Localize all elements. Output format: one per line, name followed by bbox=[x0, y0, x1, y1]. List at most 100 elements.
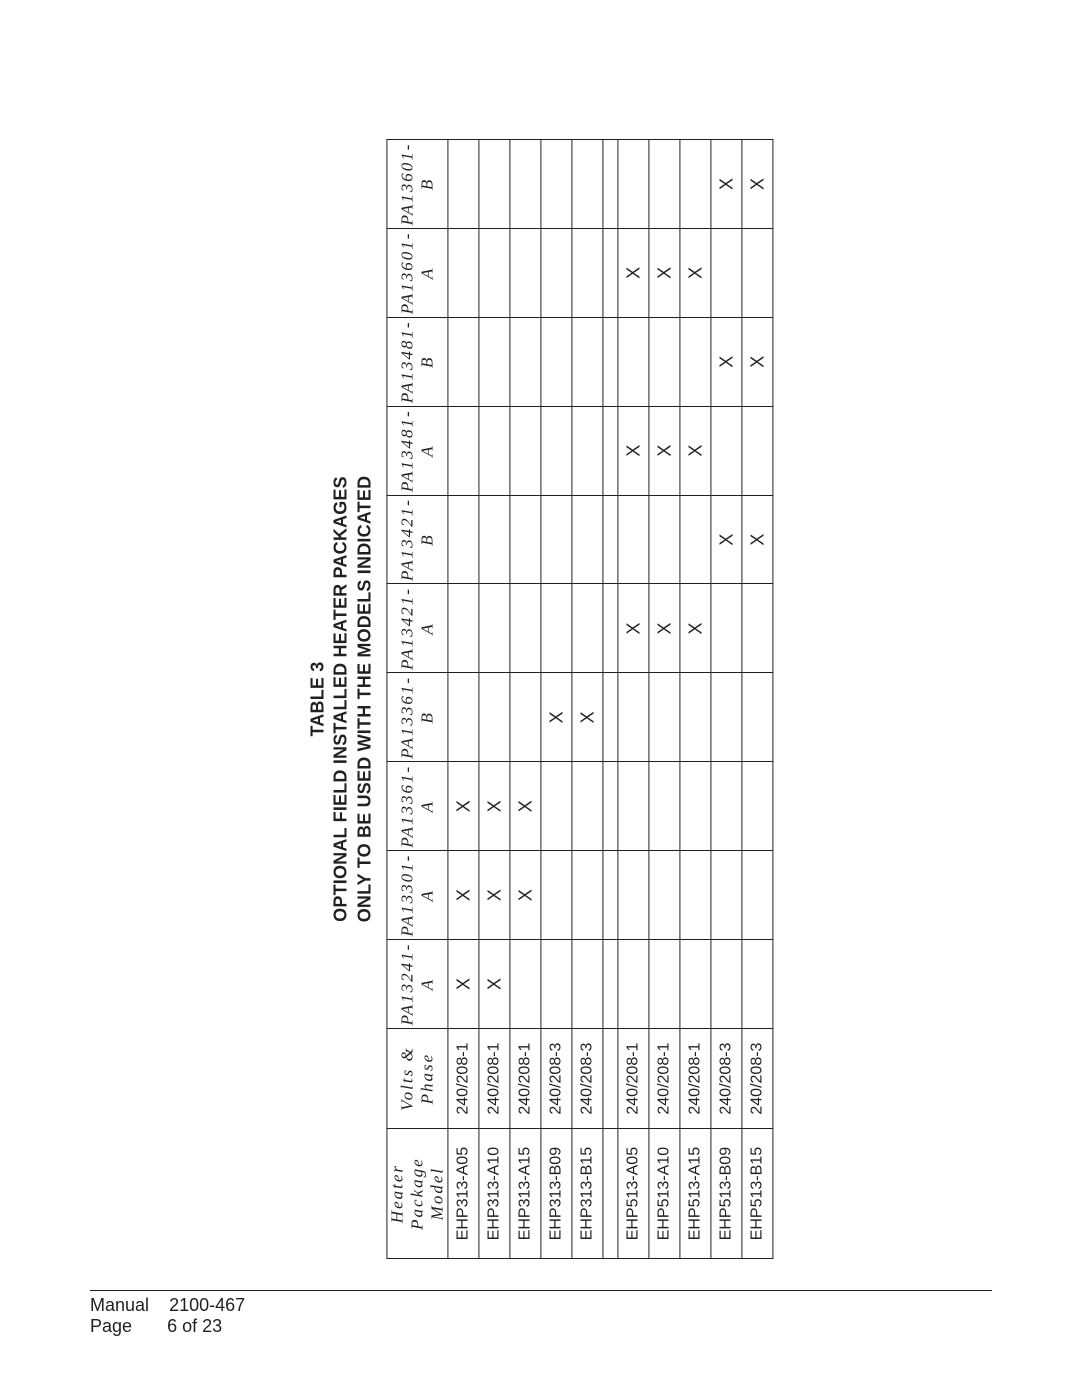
cell-mark bbox=[649, 139, 680, 228]
cell-mark bbox=[510, 317, 541, 406]
cell-mark bbox=[541, 406, 572, 495]
cell-mark: X bbox=[479, 939, 510, 1028]
cell-mark bbox=[649, 850, 680, 939]
cell-volts: 240/208-1 bbox=[479, 1028, 510, 1128]
table-row: EHP513-A15240/208-1XXX bbox=[680, 139, 711, 1258]
cell-mark bbox=[742, 672, 773, 761]
cell-volts: 240/208-3 bbox=[572, 1028, 603, 1128]
cell-mark: X bbox=[742, 139, 773, 228]
cell-mark bbox=[510, 939, 541, 1028]
cell-mark bbox=[649, 672, 680, 761]
cell-mark bbox=[618, 139, 649, 228]
cell-mark bbox=[448, 406, 479, 495]
cell-mark bbox=[572, 317, 603, 406]
cell-mark bbox=[572, 139, 603, 228]
cell-mark bbox=[448, 584, 479, 673]
cell-mark bbox=[742, 850, 773, 939]
cell-mark bbox=[680, 139, 711, 228]
table-row: EHP313-A15240/208-1XX bbox=[510, 139, 541, 1258]
cell-mark bbox=[479, 495, 510, 584]
cell-mark bbox=[510, 672, 541, 761]
cell-model: EHP313-A15 bbox=[510, 1128, 541, 1258]
table-row: EHP513-A05240/208-1XXX bbox=[618, 139, 649, 1258]
col-header-pkg-5: PA13421-B bbox=[387, 495, 448, 584]
spacer-cell bbox=[603, 1128, 618, 1258]
cell-mark bbox=[448, 139, 479, 228]
cell-model: EHP513-B15 bbox=[742, 1128, 773, 1258]
cell-mark bbox=[711, 850, 742, 939]
cell-volts: 240/208-1 bbox=[649, 1028, 680, 1128]
cell-model: EHP513-A05 bbox=[618, 1128, 649, 1258]
cell-model: EHP513-B09 bbox=[711, 1128, 742, 1258]
cell-mark bbox=[649, 495, 680, 584]
cell-mark bbox=[510, 139, 541, 228]
cell-model: EHP313-A05 bbox=[448, 1128, 479, 1258]
table-row: EHP313-A10240/208-1XXX bbox=[479, 139, 510, 1258]
cell-mark bbox=[448, 495, 479, 584]
cell-mark bbox=[711, 761, 742, 850]
cell-mark bbox=[680, 850, 711, 939]
spacer-cell bbox=[603, 228, 618, 317]
cell-mark bbox=[541, 228, 572, 317]
table-head: Heater Package Model Volts & Phase PA132… bbox=[387, 139, 448, 1258]
col-header-pkg-1: PA13301-A bbox=[387, 850, 448, 939]
table-body: EHP313-A05240/208-1XXXEHP313-A10240/208-… bbox=[448, 139, 773, 1258]
cell-mark: X bbox=[479, 761, 510, 850]
cell-mark bbox=[618, 317, 649, 406]
cell-mark: X bbox=[711, 139, 742, 228]
cell-mark: X bbox=[448, 761, 479, 850]
col-header-pkg-9: PA13601-B bbox=[387, 139, 448, 228]
cell-mark bbox=[572, 406, 603, 495]
cell-volts: 240/208-1 bbox=[448, 1028, 479, 1128]
title-line-3: ONLY TO BE USED WITH THE MODELS INDICATE… bbox=[353, 139, 376, 1259]
spacer-cell bbox=[603, 584, 618, 673]
cell-mark: X bbox=[680, 228, 711, 317]
cell-mark bbox=[680, 761, 711, 850]
cell-mark bbox=[618, 939, 649, 1028]
cell-mark bbox=[510, 584, 541, 673]
col-header-pkg-4: PA13421-A bbox=[387, 584, 448, 673]
spacer-cell bbox=[603, 939, 618, 1028]
cell-mark bbox=[618, 495, 649, 584]
cell-mark bbox=[711, 939, 742, 1028]
col-header-volts: Volts & Phase bbox=[387, 1028, 448, 1128]
cell-mark bbox=[541, 939, 572, 1028]
cell-mark: X bbox=[649, 406, 680, 495]
table-row bbox=[603, 139, 618, 1258]
cell-mark bbox=[711, 406, 742, 495]
cell-volts: 240/208-1 bbox=[680, 1028, 711, 1128]
table-title: TABLE 3 OPTIONAL FIELD INSTALLED HEATER … bbox=[306, 139, 376, 1259]
cell-mark bbox=[742, 406, 773, 495]
cell-mark bbox=[479, 139, 510, 228]
page: TABLE 3 OPTIONAL FIELD INSTALLED HEATER … bbox=[0, 0, 1080, 1397]
cell-mark bbox=[572, 761, 603, 850]
cell-mark: X bbox=[680, 584, 711, 673]
cell-mark bbox=[541, 317, 572, 406]
cell-mark: X bbox=[742, 317, 773, 406]
col-header-pkg-3: PA13361-B bbox=[387, 672, 448, 761]
cell-model: EHP313-B15 bbox=[572, 1128, 603, 1258]
table-row: EHP513-B09240/208-3XXX bbox=[711, 139, 742, 1258]
cell-mark bbox=[510, 406, 541, 495]
rotated-content: TABLE 3 OPTIONAL FIELD INSTALLED HEATER … bbox=[306, 139, 773, 1259]
cell-mark bbox=[649, 939, 680, 1028]
cell-mark bbox=[479, 317, 510, 406]
cell-model: EHP513-A10 bbox=[649, 1128, 680, 1258]
cell-mark bbox=[479, 406, 510, 495]
cell-model: EHP513-A15 bbox=[680, 1128, 711, 1258]
cell-mark: X bbox=[479, 850, 510, 939]
cell-mark bbox=[649, 761, 680, 850]
cell-volts: 240/208-1 bbox=[510, 1028, 541, 1128]
cell-mark: X bbox=[448, 939, 479, 1028]
cell-mark bbox=[618, 672, 649, 761]
cell-mark bbox=[711, 228, 742, 317]
cell-model: EHP313-A10 bbox=[479, 1128, 510, 1258]
cell-mark bbox=[479, 672, 510, 761]
cell-mark bbox=[618, 761, 649, 850]
title-line-1: TABLE 3 bbox=[306, 139, 329, 1259]
cell-mark: X bbox=[742, 495, 773, 584]
cell-mark bbox=[541, 495, 572, 584]
col-header-pkg-6: PA13481-A bbox=[387, 406, 448, 495]
cell-mark bbox=[479, 584, 510, 673]
cell-mark: X bbox=[649, 228, 680, 317]
